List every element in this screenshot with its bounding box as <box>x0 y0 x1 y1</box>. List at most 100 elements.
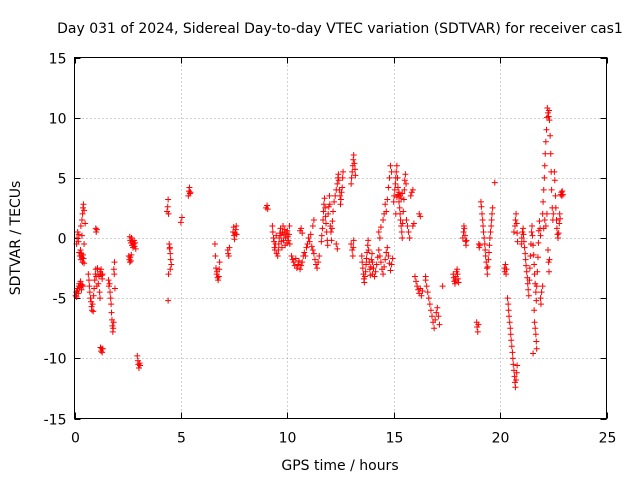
data-point <box>525 292 532 299</box>
data-point <box>514 362 521 369</box>
data-point <box>510 228 517 235</box>
data-point <box>542 138 549 145</box>
data-point <box>369 259 376 266</box>
data-point <box>231 236 238 243</box>
data-point <box>333 241 340 248</box>
data-point <box>305 235 312 241</box>
data-point <box>167 250 174 257</box>
data-point <box>316 253 323 260</box>
data-point <box>330 208 337 215</box>
x-tick-label: 5 <box>177 431 186 447</box>
data-point <box>348 180 355 187</box>
data-point <box>375 247 382 254</box>
data-point <box>427 307 434 314</box>
data-point <box>436 321 443 328</box>
data-point <box>506 319 513 326</box>
data-point <box>525 286 532 293</box>
data-point <box>165 297 172 304</box>
data-point <box>86 289 93 296</box>
data-point <box>491 179 498 186</box>
data-point <box>186 184 193 191</box>
data-point <box>376 235 383 241</box>
chart-title: Day 031 of 2024, Sidereal Day-to-day VTE… <box>57 21 623 37</box>
data-point <box>94 265 101 272</box>
data-point <box>513 210 520 217</box>
data-point <box>410 220 417 227</box>
data-point <box>539 283 546 290</box>
data-point <box>531 307 538 314</box>
data-point <box>186 190 193 197</box>
data-point <box>293 265 300 272</box>
data-point <box>531 261 538 268</box>
data-point <box>216 259 223 266</box>
data-point <box>348 174 355 181</box>
data-point <box>486 249 493 256</box>
data-point <box>532 331 539 338</box>
data-point <box>542 222 549 229</box>
data-point <box>212 253 219 260</box>
data-point <box>81 260 88 267</box>
data-point <box>335 177 342 184</box>
data-point <box>401 186 408 193</box>
data-point <box>314 265 321 272</box>
data-point <box>107 295 114 302</box>
data-point <box>377 259 384 266</box>
data-point <box>484 271 491 278</box>
x-tick-label: 20 <box>492 431 510 447</box>
data-point <box>363 255 370 262</box>
data-point <box>388 261 395 268</box>
data-point <box>481 235 488 241</box>
data-point <box>475 321 482 328</box>
data-point <box>365 247 372 254</box>
data-point <box>85 271 92 278</box>
data-point <box>540 186 547 193</box>
data-point <box>439 283 446 290</box>
data-point <box>132 245 139 252</box>
data-point <box>165 210 172 217</box>
data-point <box>368 250 375 257</box>
data-point <box>299 259 306 266</box>
data-point <box>352 172 359 179</box>
data-point <box>398 195 405 202</box>
data-point <box>325 210 332 217</box>
data-point <box>552 192 559 199</box>
data-point <box>365 237 372 244</box>
axis-ticks: 0 5 10 15 20 25 -15 -10 -5 0 5 10 15 <box>44 52 617 447</box>
data-point <box>528 228 535 235</box>
data-point <box>286 222 293 229</box>
data-point <box>350 237 357 244</box>
data-point <box>417 213 424 220</box>
data-point <box>418 292 425 299</box>
data-point <box>551 168 558 175</box>
data-point <box>397 216 404 223</box>
data-point <box>385 253 392 260</box>
data-point <box>487 228 494 235</box>
data-point <box>529 222 536 229</box>
data-point <box>321 195 328 202</box>
data-point <box>546 268 553 275</box>
data-point <box>537 232 544 239</box>
data-point <box>302 253 309 260</box>
data-point <box>78 232 85 239</box>
x-tick-label: 25 <box>599 431 617 447</box>
data-point <box>429 313 436 320</box>
data-point <box>511 373 518 380</box>
y-tick-label: 5 <box>58 172 67 188</box>
data-point <box>280 222 287 229</box>
data-point <box>292 255 299 262</box>
data-point <box>396 204 403 211</box>
data-point <box>510 361 517 368</box>
plot-frame <box>74 57 607 419</box>
data-point <box>339 174 346 181</box>
data-point <box>387 162 394 169</box>
data-point <box>278 244 285 251</box>
data-point <box>78 216 85 223</box>
data-point <box>132 239 139 246</box>
data-point <box>167 266 174 273</box>
data-point <box>506 313 513 320</box>
data-point <box>338 189 345 196</box>
data-point <box>394 184 401 191</box>
data-point <box>507 331 514 338</box>
data-point <box>167 256 174 263</box>
data-point <box>435 313 442 320</box>
